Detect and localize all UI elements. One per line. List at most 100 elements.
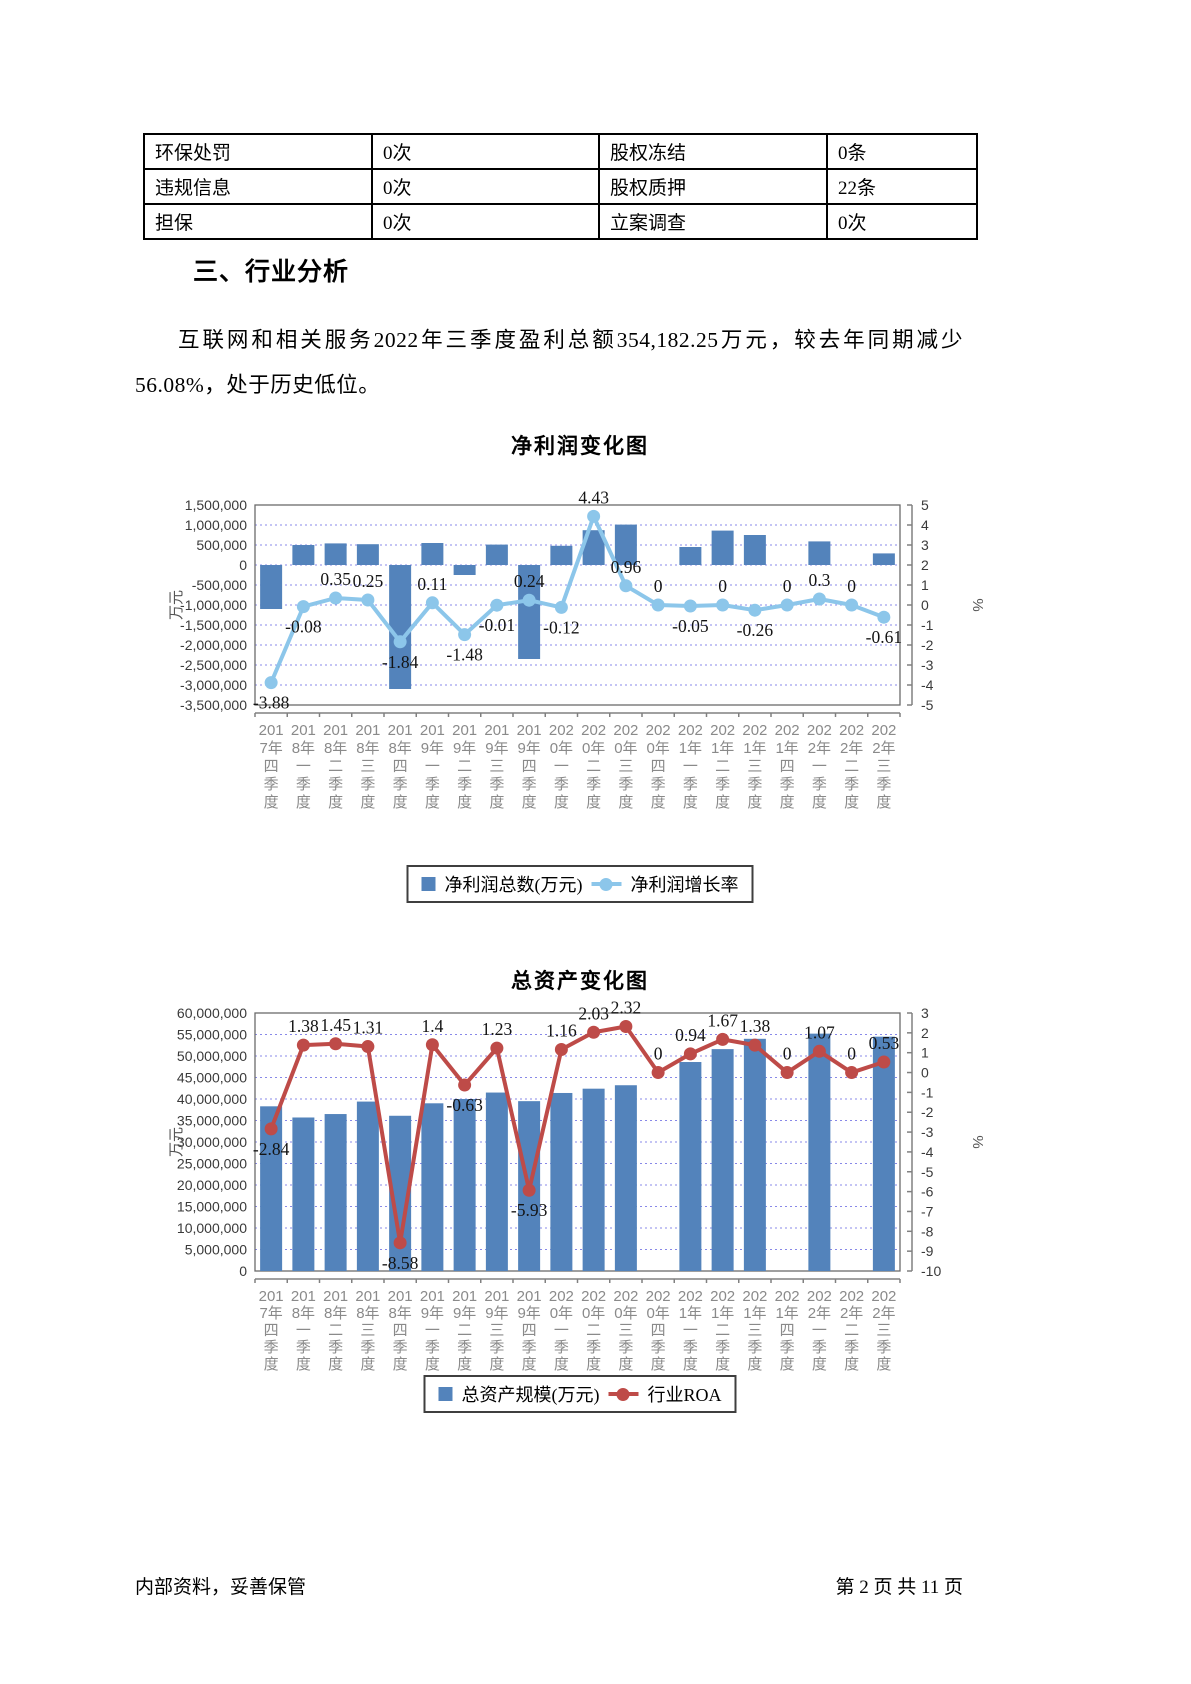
data-point (619, 579, 633, 593)
bar (582, 1088, 605, 1271)
data-point (425, 1038, 439, 1052)
data-point (877, 610, 891, 624)
table-cell-value: 0次 (371, 133, 600, 170)
chart-net-profit: 净利润变化图 1,500,000 1,000,000 500,000 0 -500,00… (165, 425, 995, 910)
data-label: -0.61 (866, 627, 902, 647)
bar (260, 565, 283, 609)
x-axis-tick-label: 201 7年四季度 (259, 722, 284, 811)
data-point (587, 509, 601, 523)
left-axis-tick-label: -3,500,000 (180, 697, 247, 713)
bar (679, 1062, 702, 1271)
table-cell-label: 环保处罚 (143, 133, 373, 170)
data-label: 0 (783, 1044, 792, 1064)
chart-legend: 总资产规模(万元) 行业ROA (423, 1375, 737, 1413)
right-axis-tick-label: 0 (921, 597, 929, 613)
data-point (812, 592, 826, 606)
data-point (393, 1236, 407, 1250)
data-label: 0 (654, 576, 663, 596)
x-axis-tick-label: 202 0年一季度 (549, 722, 574, 811)
table-cell-value: 0次 (826, 203, 978, 240)
data-point (845, 1066, 859, 1080)
left-axis-tick-label: 10,000,000 (177, 1220, 247, 1236)
x-axis-tick-label: 202 0年三季度 (613, 722, 638, 811)
x-axis-tick-label: 202 0年二季度 (581, 722, 606, 811)
right-axis-tick-label: -7 (921, 1203, 934, 1219)
table-cell-value: 0条 (826, 133, 978, 170)
legend-line-label: 净利润增长率 (630, 875, 739, 895)
table-row: 违规信息 0次 股权质押 22条 (143, 168, 978, 205)
x-axis-tick-label: 201 8年一季度 (291, 722, 316, 811)
right-axis-tick-label: 5 (921, 497, 929, 513)
right-axis-tick-label: 0 (921, 1065, 929, 1081)
data-point (490, 1041, 504, 1055)
bar (711, 530, 734, 565)
data-point (716, 1032, 730, 1046)
data-label: -0.01 (479, 615, 515, 635)
bar (356, 544, 379, 565)
footer-note: 内部资料，妥善保管 (135, 1577, 307, 1598)
table-cell-label: 违规信息 (143, 168, 373, 205)
data-label: 1.45 (320, 1015, 351, 1035)
x-axis-tick-label: 202 0年三季度 (613, 1288, 638, 1373)
plot-border (254, 1012, 901, 1272)
table-cell-value: 0次 (371, 203, 600, 240)
right-axis-tick-label: 1 (921, 577, 929, 593)
bar (582, 530, 605, 565)
data-point (329, 1037, 343, 1051)
legend-bar-label: 总资产规模(万元) (461, 1385, 600, 1405)
data-point (651, 598, 665, 612)
data-point (683, 599, 697, 613)
x-axis-tick-label: 202 1年一季度 (678, 1288, 703, 1373)
x-axis-tick-label: 201 9年三季度 (484, 722, 509, 811)
left-axis-tick-label: 5,000,000 (185, 1242, 247, 1258)
bar (292, 1117, 315, 1271)
bar (324, 1114, 347, 1271)
data-label: 1.38 (740, 1016, 771, 1036)
x-axis-tick-label: 202 1年三季度 (742, 1288, 767, 1373)
data-label: 0 (847, 576, 856, 596)
data-label: 0.53 (869, 1033, 900, 1053)
data-label: -2.84 (253, 1139, 290, 1159)
right-axis-tick-label: -4 (921, 1144, 934, 1160)
x-axis-tick-label: 201 8年二季度 (323, 722, 348, 811)
left-axis-tick-label: -500,000 (192, 577, 247, 593)
left-axis-tick-label: 35,000,000 (177, 1113, 247, 1129)
bar (550, 545, 573, 565)
x-axis-tick-label: 201 7年四季度 (259, 1288, 284, 1373)
data-label: -0.26 (737, 620, 774, 640)
x-axis-tick-label: 202 2年三季度 (871, 1288, 896, 1373)
data-label: 2.03 (578, 1003, 609, 1023)
bar (550, 1092, 573, 1271)
bar (453, 1099, 476, 1271)
left-axis-tick-label: 30,000,000 (177, 1134, 247, 1150)
right-axis-tick-label: -4 (921, 677, 934, 693)
body-paragraph: 互联网和相关服务2022年三季度盈利总额354,182.25万元，较去年同期减少… (135, 328, 963, 397)
compliance-table: 环保处罚 0次 股权冻结 0条 违规信息 0次 股权质押 22条 担保 0次 立… (143, 133, 978, 240)
x-axis-tick-label: 202 2年三季度 (871, 722, 896, 811)
data-label: 0 (654, 1044, 663, 1064)
left-axis-tick-label: 0 (239, 1263, 247, 1279)
data-point (587, 1025, 601, 1039)
data-point (812, 1044, 826, 1058)
legend-line-marker-icon (591, 877, 622, 891)
bar (679, 547, 702, 565)
right-axis-tick-label: 2 (921, 1025, 929, 1041)
x-axis-tick-label: 201 8年四季度 (388, 1288, 413, 1373)
bar (389, 565, 412, 689)
right-axis-tick-label: 3 (921, 537, 929, 553)
data-label: 0 (783, 576, 792, 596)
bar (324, 543, 347, 565)
x-axis-tick-label: 201 9年一季度 (420, 1288, 445, 1373)
data-point (554, 1043, 568, 1057)
right-axis-tick-label: -6 (921, 1184, 934, 1200)
bar (743, 1038, 766, 1271)
bar (808, 1033, 831, 1271)
x-axis-tick-label: 202 1年四季度 (775, 722, 800, 811)
x-axis-tick-label: 202 1年三季度 (742, 722, 767, 811)
right-axis-tick-label: -2 (921, 637, 934, 653)
x-axis-tick-label: 202 1年二季度 (710, 722, 735, 811)
data-point (458, 628, 472, 642)
data-label: 0.25 (353, 571, 384, 591)
left-axis-tick-label: 20,000,000 (177, 1177, 247, 1193)
